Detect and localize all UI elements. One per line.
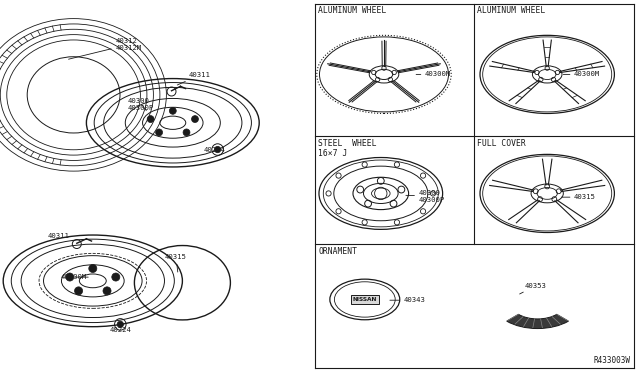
- Ellipse shape: [191, 116, 198, 122]
- Text: 40300
40300P: 40300 40300P: [406, 190, 445, 202]
- Text: 40311: 40311: [177, 72, 211, 85]
- Text: 40311: 40311: [48, 233, 74, 241]
- Text: NISSAN: NISSAN: [353, 297, 377, 302]
- Ellipse shape: [89, 264, 97, 273]
- Text: 40315: 40315: [561, 194, 596, 200]
- FancyBboxPatch shape: [351, 295, 379, 304]
- Text: 40224: 40224: [110, 323, 132, 333]
- Text: STEEL  WHEEL: STEEL WHEEL: [318, 140, 376, 148]
- Text: FULL COVER: FULL COVER: [477, 140, 525, 148]
- Text: 40300M: 40300M: [61, 274, 88, 280]
- Text: ORNAMENT: ORNAMENT: [318, 247, 357, 256]
- Text: 16×7 J: 16×7 J: [318, 149, 348, 158]
- Text: 40353: 40353: [520, 283, 547, 294]
- Text: 40300
40300P: 40300 40300P: [128, 98, 154, 110]
- Text: 40343: 40343: [390, 297, 426, 303]
- Ellipse shape: [170, 108, 176, 114]
- Wedge shape: [507, 314, 568, 328]
- Ellipse shape: [147, 116, 154, 122]
- Text: 40300M: 40300M: [416, 71, 451, 77]
- Text: 40312
40312M: 40312 40312M: [68, 38, 141, 59]
- Ellipse shape: [74, 287, 83, 295]
- Text: 40300M: 40300M: [563, 71, 600, 77]
- Ellipse shape: [112, 273, 120, 281]
- Ellipse shape: [117, 321, 124, 328]
- Text: 40315: 40315: [165, 254, 187, 272]
- Text: ALUMINUM WHEEL: ALUMINUM WHEEL: [477, 6, 545, 15]
- Ellipse shape: [103, 287, 111, 295]
- Ellipse shape: [156, 129, 163, 136]
- Ellipse shape: [214, 146, 221, 153]
- Text: R433003W: R433003W: [593, 356, 630, 365]
- Text: ALUMINUM WHEEL: ALUMINUM WHEEL: [318, 6, 387, 15]
- Ellipse shape: [183, 129, 190, 136]
- Ellipse shape: [66, 273, 74, 281]
- Text: 40224: 40224: [204, 147, 225, 153]
